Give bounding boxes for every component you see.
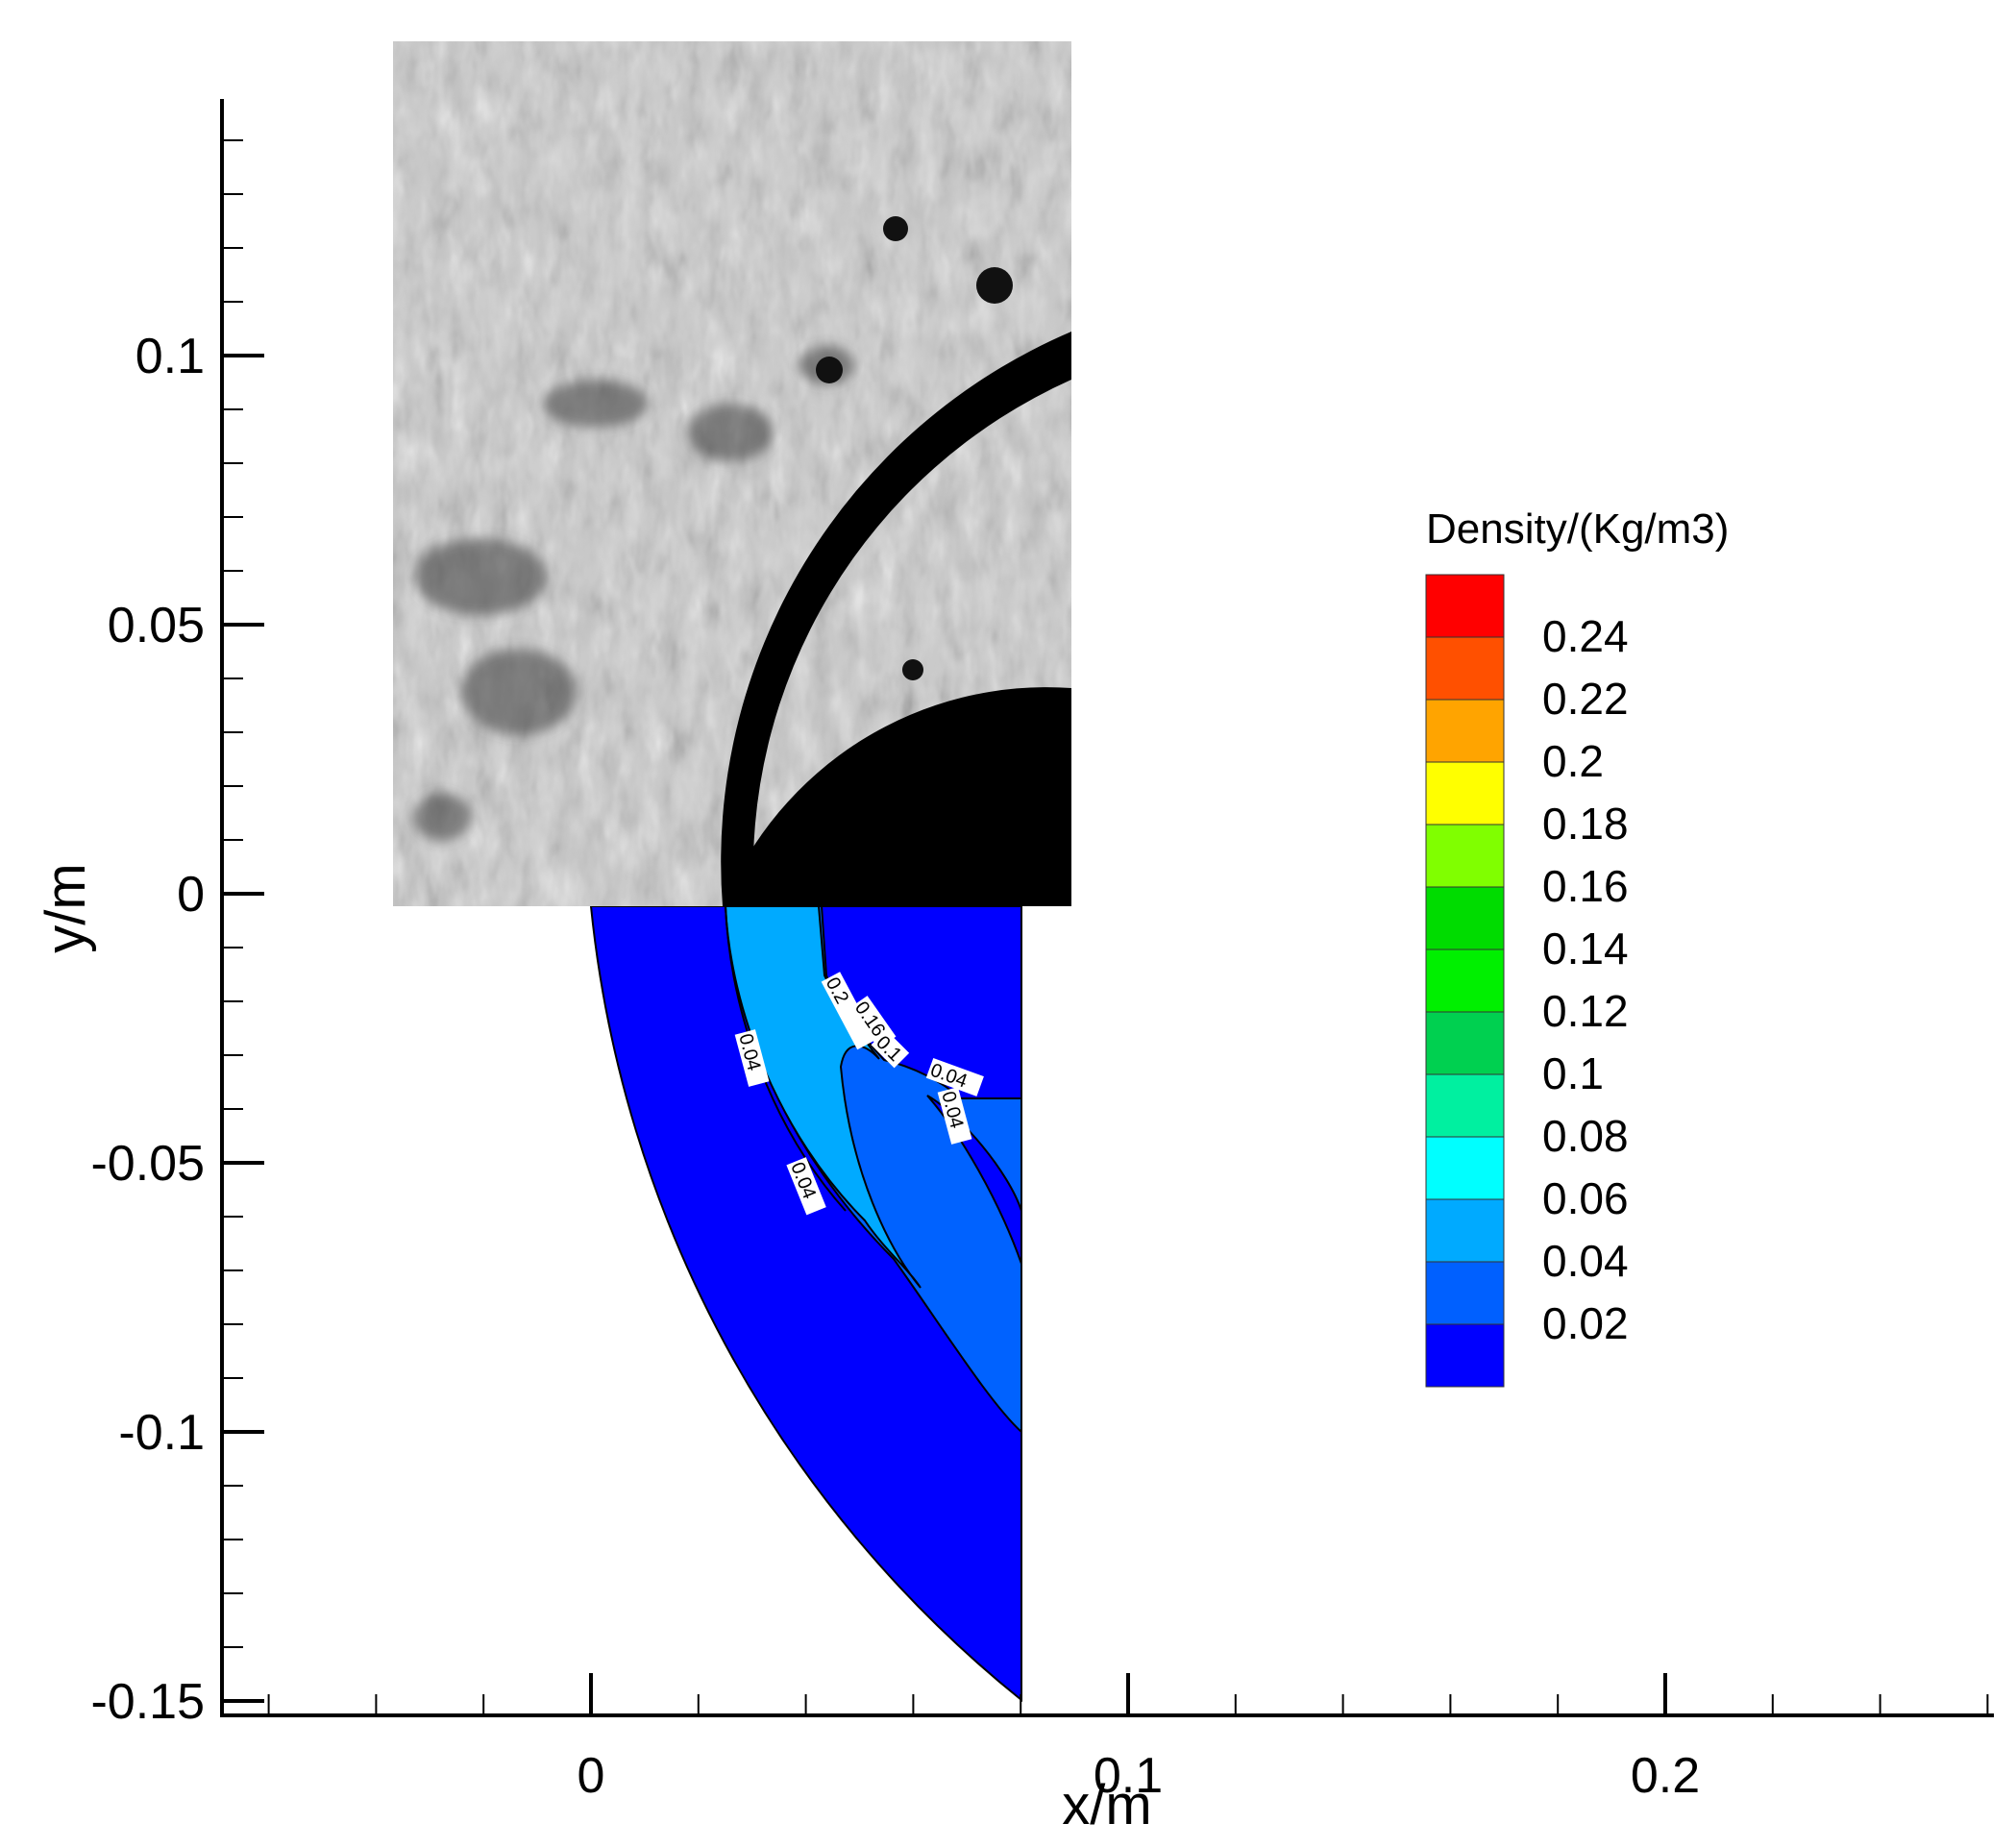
legend-label: 0.22 (1542, 674, 1629, 724)
legend-label: 0.04 (1542, 1236, 1629, 1286)
legend-swatch (1425, 1011, 1505, 1075)
legend-label: 0.16 (1542, 861, 1629, 911)
legend-title: Density/(Kg/m3) (1426, 505, 1729, 553)
legend-label: 0.06 (1542, 1173, 1629, 1223)
legend-swatch (1425, 949, 1505, 1013)
y-tick-label: 0 (177, 867, 205, 923)
axes: 0.1 0.05 0 -0.05 -0.1 -0.15 0 0.1 0.2 x/m y/m (35, 99, 1994, 1836)
schlieren-inset (393, 41, 1071, 906)
blunt-body (723, 687, 1071, 906)
legend-swatch (1425, 1136, 1505, 1200)
legend: Density/(Kg/m3) 0.240.220.20.180.160.140… (1425, 505, 1729, 1388)
x-tick-label: 0.1 (1094, 1748, 1163, 1804)
legend-swatch (1425, 1073, 1505, 1138)
legend-label: 0.02 (1542, 1298, 1629, 1348)
legend-swatch (1425, 886, 1505, 950)
legend-label: 0.12 (1542, 986, 1629, 1036)
shock-wave (721, 332, 1071, 906)
y-tick-label: -0.15 (90, 1674, 205, 1730)
legend-swatch (1425, 761, 1505, 825)
legend-swatch (1425, 1323, 1505, 1388)
legend-swatch (1425, 824, 1505, 888)
y-axis-label: y/m (35, 863, 97, 952)
x-tick-label: 0 (578, 1748, 605, 1804)
y-ticks: 0.1 0.05 0 -0.05 -0.1 -0.15 (90, 139, 264, 1730)
y-tick-label: 0.1 (135, 329, 205, 384)
x-axis-label: x/m (1062, 1774, 1151, 1836)
y-tick-label: 0.05 (108, 598, 205, 653)
legend-label: 0.18 (1542, 799, 1629, 849)
legend-swatch (1425, 1261, 1505, 1325)
legend-label: 0.24 (1542, 611, 1629, 661)
legend-label: 0.08 (1542, 1111, 1629, 1161)
legend-label: 0.14 (1542, 924, 1629, 973)
y-tick-label: -0.1 (118, 1405, 205, 1461)
x-tick-label: 0.2 (1631, 1748, 1700, 1804)
legend-label: 0.2 (1542, 736, 1604, 786)
legend-swatches: 0.24 0.22 0.2 0.18 0.16 0.14 0.12 0.1 0.08 0.06 0.… (1425, 574, 1629, 1388)
legend-swatch (1425, 699, 1505, 763)
legend-swatch (1425, 574, 1505, 638)
y-tick-label: -0.05 (90, 1136, 205, 1192)
x-ticks: 0 0.1 0.2 (267, 1673, 1989, 1804)
contour-region-0.06 (724, 905, 922, 1289)
contour-field: 0.2 0.16 0.1 0.04 0.04 0.04 (589, 905, 1022, 1703)
legend-label: 0.1 (1542, 1048, 1604, 1098)
legend-swatch (1425, 1198, 1505, 1263)
legend-swatch (1425, 636, 1505, 701)
